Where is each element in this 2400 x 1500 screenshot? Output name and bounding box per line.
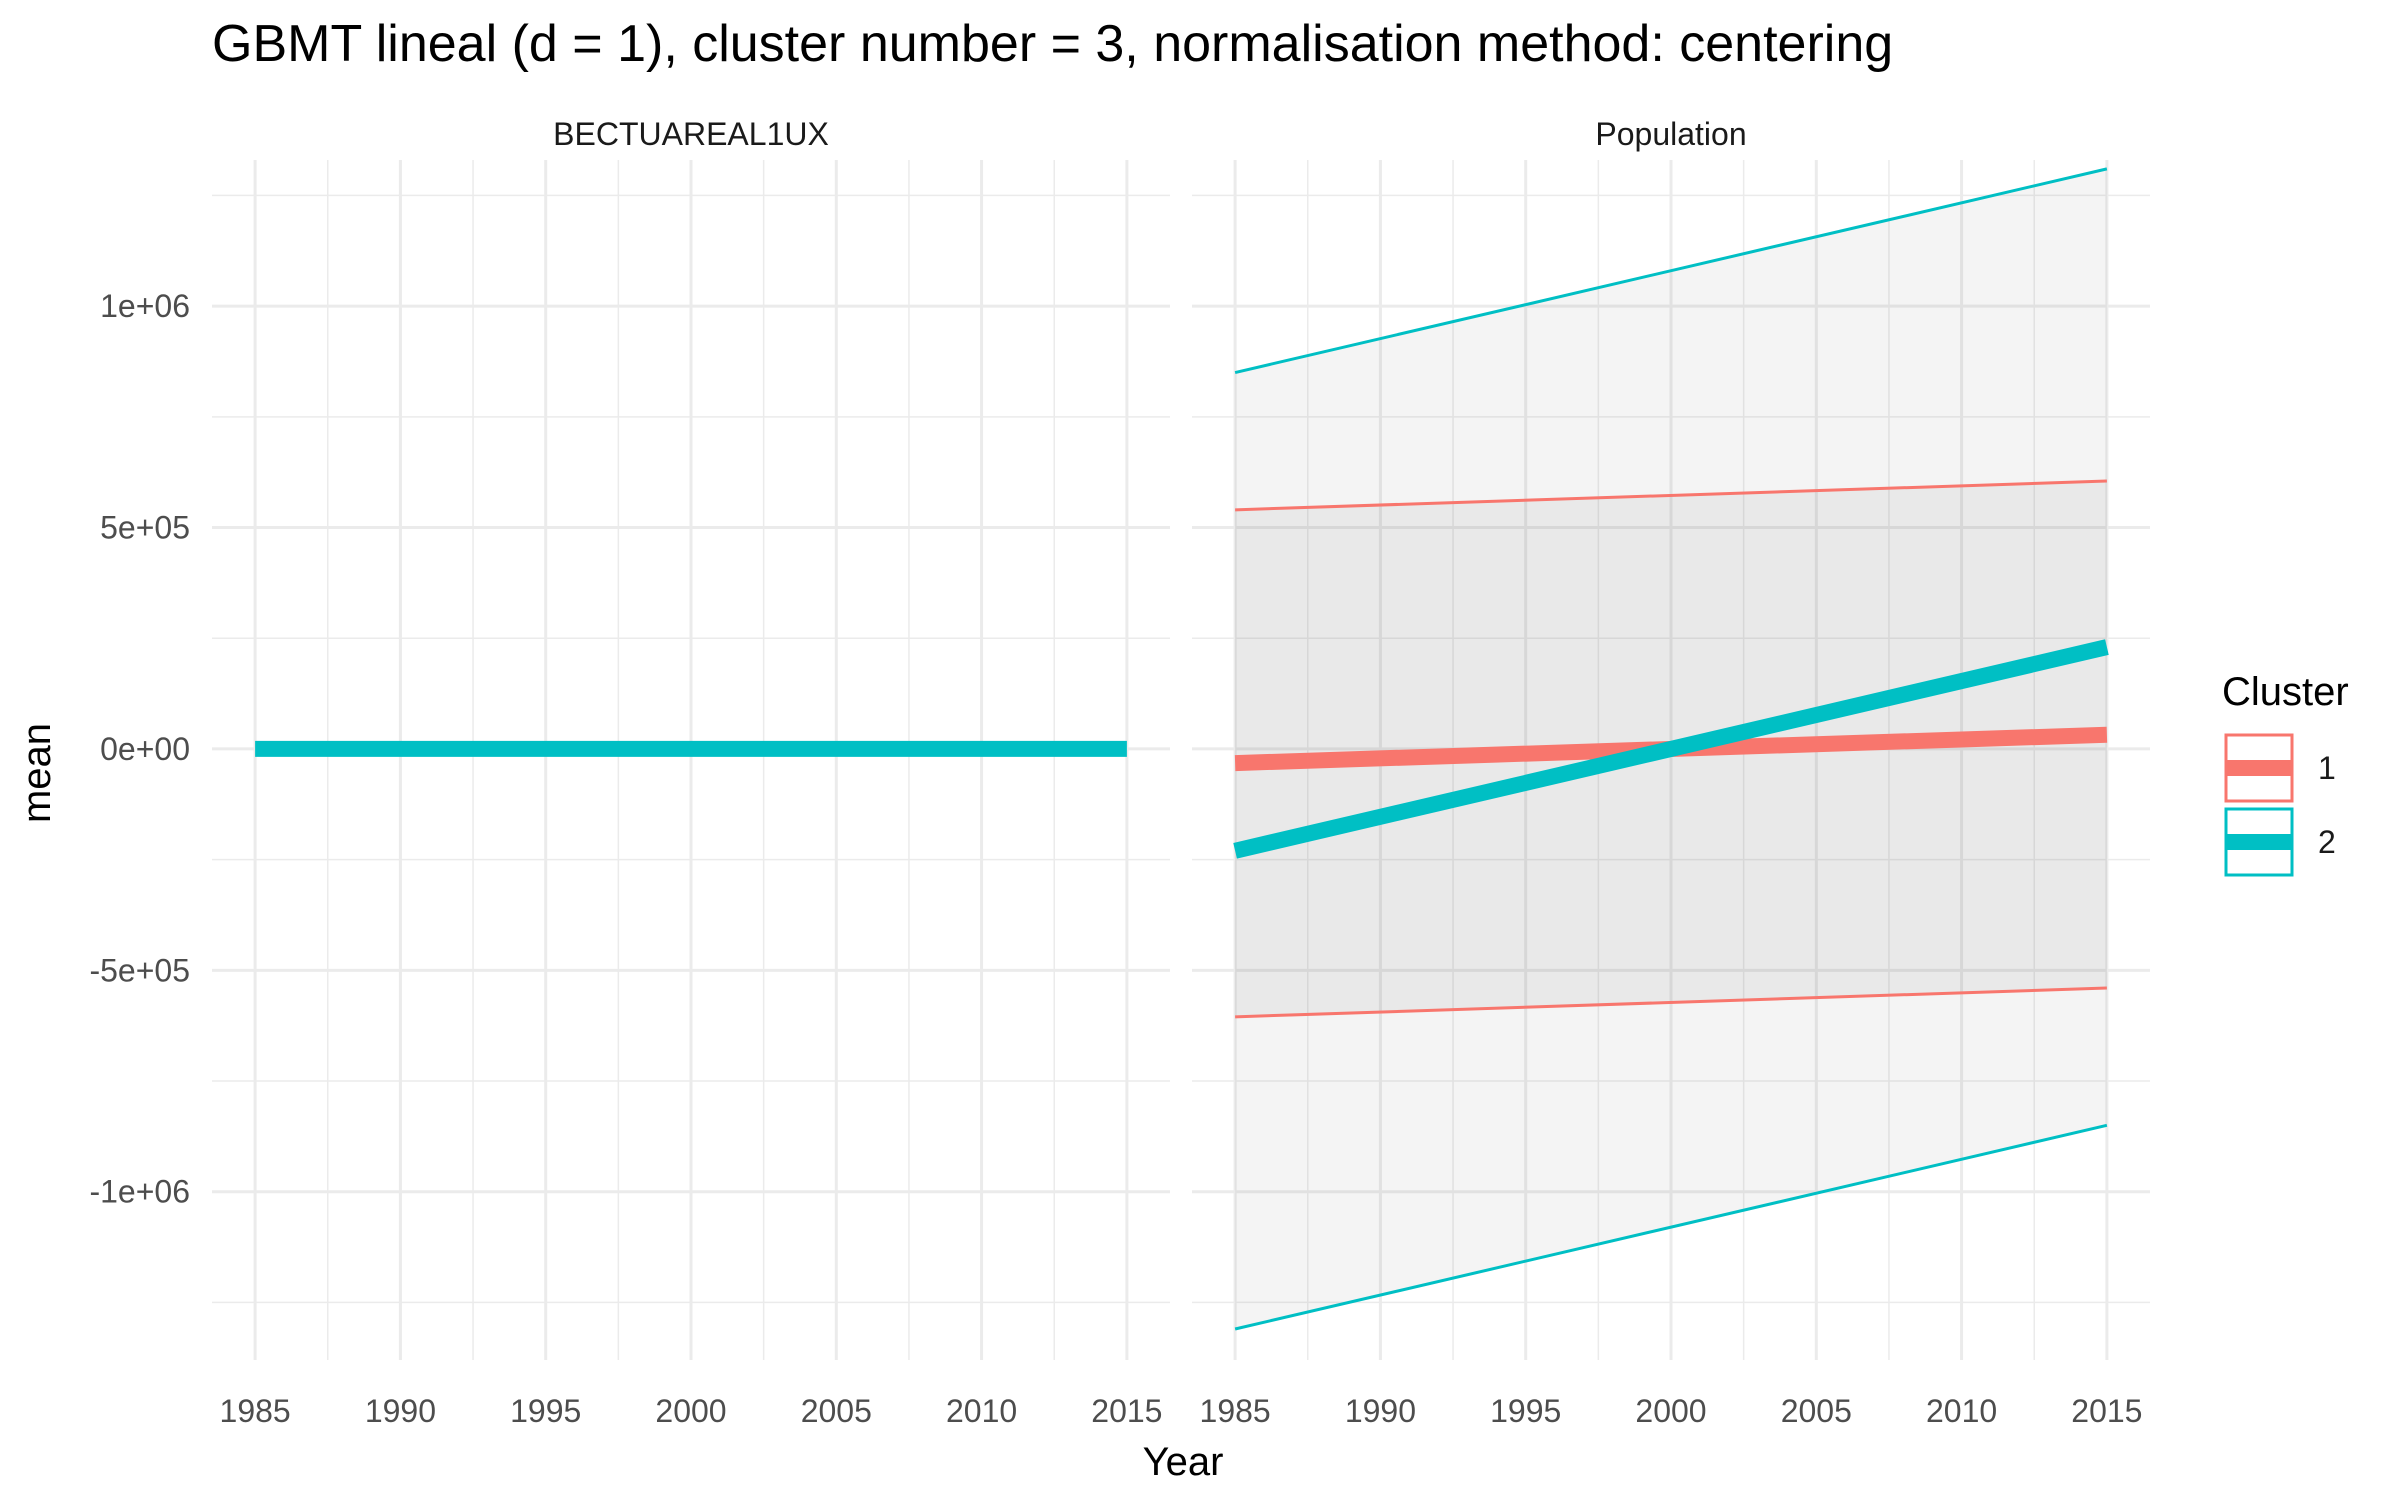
x-tick-label: 2005 xyxy=(801,1393,872,1429)
panel-strip-label: Population xyxy=(1595,116,1746,152)
x-tick-label: 1990 xyxy=(365,1393,436,1429)
x-tick-label: 2000 xyxy=(1635,1393,1706,1429)
y-axis-title: mean xyxy=(15,723,59,823)
x-tick-label: 2000 xyxy=(655,1393,726,1429)
lower-bound-line-cluster-2 xyxy=(1234,1123,2108,1331)
panel-1: BECTUAREAL1UX 1985 1990 1995 2000 2005 2010 201… xyxy=(89,116,1170,1429)
y-tick-label: 0e+00 xyxy=(100,731,190,767)
x-tick-label: 1985 xyxy=(1200,1393,1271,1429)
panel-2: Population 1985 1990 1995 2000 2005 2010 2015 xyxy=(1192,116,2150,1429)
x-tick-label: 1985 xyxy=(220,1393,291,1429)
legend-title: Cluster xyxy=(2222,670,2349,714)
chart-title: GBMT lineal (d = 1), cluster number = 3,… xyxy=(212,15,1893,73)
x-tick-label: 1995 xyxy=(510,1393,581,1429)
y-tick-label: 1e+06 xyxy=(100,288,190,324)
mean-line-cluster-2 xyxy=(1233,639,2109,859)
upper-bound-line-cluster-2 xyxy=(1234,167,2108,375)
upper-bound-line-cluster-1 xyxy=(1235,479,2107,512)
x-tick-label: 2015 xyxy=(1091,1393,1162,1429)
x-tick-label: 2005 xyxy=(1781,1393,1852,1429)
panel-strip-label: BECTUAREAL1UX xyxy=(553,116,829,152)
y-tick-label: 5e+05 xyxy=(100,510,190,546)
x-axis-title: Year xyxy=(1143,1440,1224,1484)
x-tick-label: 2010 xyxy=(1926,1393,1997,1429)
x-tick-label: 2015 xyxy=(2071,1393,2142,1429)
y-tick-label: -1e+06 xyxy=(89,1174,190,1210)
legend-label: 2 xyxy=(2318,824,2336,860)
x-tick-label: 2010 xyxy=(946,1393,1017,1429)
y-tick-label: -5e+05 xyxy=(89,952,190,988)
legend-label: 1 xyxy=(2318,750,2336,786)
lower-bound-line-cluster-1 xyxy=(1235,986,2107,1019)
x-tick-label: 1995 xyxy=(1490,1393,1561,1429)
x-tick-label: 1990 xyxy=(1345,1393,1416,1429)
panels: BECTUAREAL1UX 1985 1990 1995 2000 2005 2010 201… xyxy=(89,116,2150,1429)
legend: Cluster 1 2 xyxy=(2222,670,2349,877)
